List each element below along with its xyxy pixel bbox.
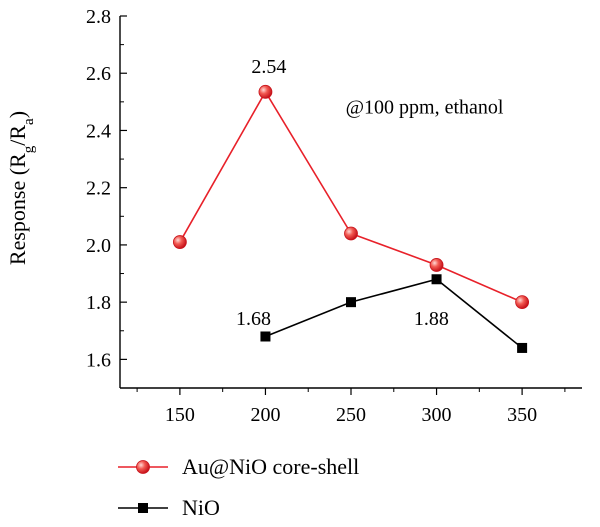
annotation-label: 1.88 [414,308,449,330]
legend: Au@NiO core-shell NiO [118,454,359,520]
y-tick-label: 2.2 [86,178,111,200]
data-point [431,274,442,285]
annotation-label: @100 ppm, ethanol [346,96,504,118]
annotation-label: 2.54 [251,56,286,78]
plot-axes [119,16,582,389]
legend-item-nio: NiO [118,495,220,520]
y-tick-label: 2.4 [86,120,111,142]
data-point [515,295,530,310]
data-point [344,226,358,241]
axis-ticks [120,15,566,395]
data-point [172,235,187,249]
y-axis-title-mid: /R [5,125,30,146]
legend-marker-nio [138,503,148,513]
series-line [265,278,523,349]
data-point [258,84,273,99]
annotation-label: 1.68 [236,308,271,330]
legend-item-au: Au@NiO core-shell [118,454,359,479]
y-tick-label: 2.6 [86,63,111,85]
y-axis-title-sub2: a [21,118,37,125]
legend-label-au: Au@NiO core-shell [182,454,359,479]
series-lines [179,90,523,349]
series-line [179,90,523,303]
x-tick-label: 200 [250,404,280,426]
tick-labels: 1.6 1.8 2.0 2.2 2.4 2.6 2.8 150 200 250 300 350 [86,6,537,426]
y-axis-title: Response (Rg/Ra) [5,111,37,265]
y-tick-label: 2.8 [86,6,111,28]
y-tick-label: 1.6 [86,349,111,371]
y-axis-title-prefix: Response (R [5,153,30,265]
data-point [517,342,528,353]
legend-marker-au [136,460,150,474]
legend-label-nio: NiO [182,495,220,520]
data-point [346,297,356,308]
data-point [429,258,444,272]
annotations: @100 ppm, ethanol 2.54 1.68 1.88 [236,56,504,330]
data-point [260,331,271,342]
x-tick-label: 150 [165,404,195,426]
y-axis-title-suffix: ) [5,111,30,118]
x-tick-label: 300 [422,404,452,426]
y-axis-title-sub1: g [21,145,37,153]
y-tick-label: 2.0 [86,235,111,257]
series-markers [172,84,530,353]
y-tick-label: 1.8 [86,292,111,314]
x-tick-label: 350 [507,404,537,426]
x-tick-label: 250 [336,404,366,426]
